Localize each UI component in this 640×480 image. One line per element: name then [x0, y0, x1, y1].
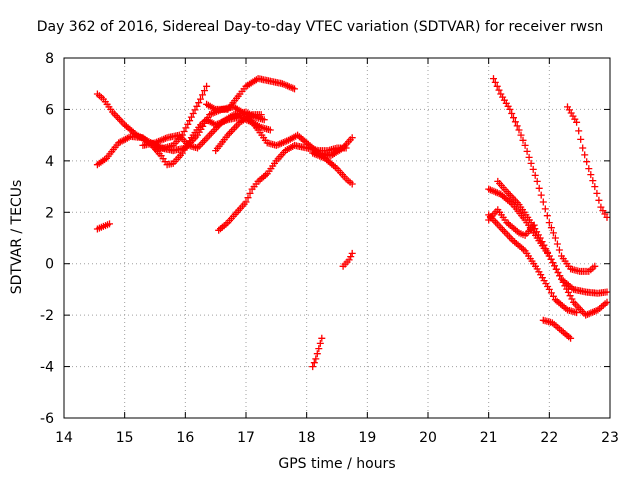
series-s11 [309, 334, 326, 371]
series-s14 [494, 177, 611, 319]
y-tick-label-0: -6 [40, 411, 54, 427]
series-s13-markers [485, 185, 611, 297]
series-s6-markers [212, 111, 265, 155]
series-s8 [309, 149, 356, 188]
series-s11-markers [309, 334, 326, 371]
plot-frame [63, 57, 611, 419]
series-s18-markers [564, 103, 611, 221]
x-tick-label-7: 21 [480, 430, 498, 446]
y-tick-label-4: 2 [45, 205, 54, 221]
series-s17-markers [539, 316, 575, 342]
series-s13 [485, 185, 611, 297]
chart-title: Day 362 of 2016, Sidereal Day-to-day VTE… [36, 19, 604, 35]
data-series [93, 75, 611, 371]
series-s7-markers [215, 141, 350, 234]
series-s10 [339, 249, 356, 270]
x-tick-label-0: 14 [55, 430, 73, 446]
x-tick-label-1: 15 [116, 430, 134, 446]
x-axis-label: GPS time / hours [278, 456, 396, 472]
series-s12-markers [490, 75, 599, 275]
y-axis-label: SDTVAR / TECUs [9, 179, 25, 295]
y-tick-label-3: 0 [45, 257, 54, 273]
axis-ticks [63, 57, 611, 419]
series-s16-markers [485, 211, 581, 317]
series-s18 [564, 103, 611, 221]
series-s16 [485, 211, 581, 317]
series-s7 [215, 141, 350, 234]
series-s17 [539, 316, 575, 342]
x-tick-label-9: 23 [601, 430, 619, 446]
series-s14-markers [494, 177, 611, 319]
x-tick-labels: 14 15 16 17 18 19 20 21 22 23 [55, 430, 619, 446]
y-tick-label-2: -2 [40, 308, 54, 324]
x-tick-label-6: 20 [419, 430, 437, 446]
series-s12 [490, 75, 599, 275]
series-s9-markers [93, 220, 113, 233]
y-tick-labels: -6 -4 -2 0 2 4 6 8 [40, 51, 54, 427]
x-tick-label-3: 17 [237, 430, 255, 446]
series-s9 [93, 220, 113, 233]
series-s5-markers [203, 75, 298, 113]
y-tick-label-5: 4 [45, 154, 54, 170]
y-tick-label-7: 8 [45, 51, 54, 67]
y-tick-label-1: -4 [40, 360, 54, 376]
series-s3 [151, 82, 211, 152]
series-s6 [212, 111, 265, 155]
x-tick-label-5: 19 [358, 430, 376, 446]
y-tick-label-6: 6 [45, 102, 54, 118]
x-tick-label-2: 16 [176, 430, 194, 446]
x-tick-label-8: 22 [540, 430, 558, 446]
grid-lines [64, 58, 610, 418]
series-s3-markers [151, 82, 211, 152]
series-s5 [203, 75, 298, 113]
series-s8-markers [309, 149, 356, 188]
series-s10-markers [339, 249, 356, 270]
x-tick-label-4: 18 [298, 430, 316, 446]
